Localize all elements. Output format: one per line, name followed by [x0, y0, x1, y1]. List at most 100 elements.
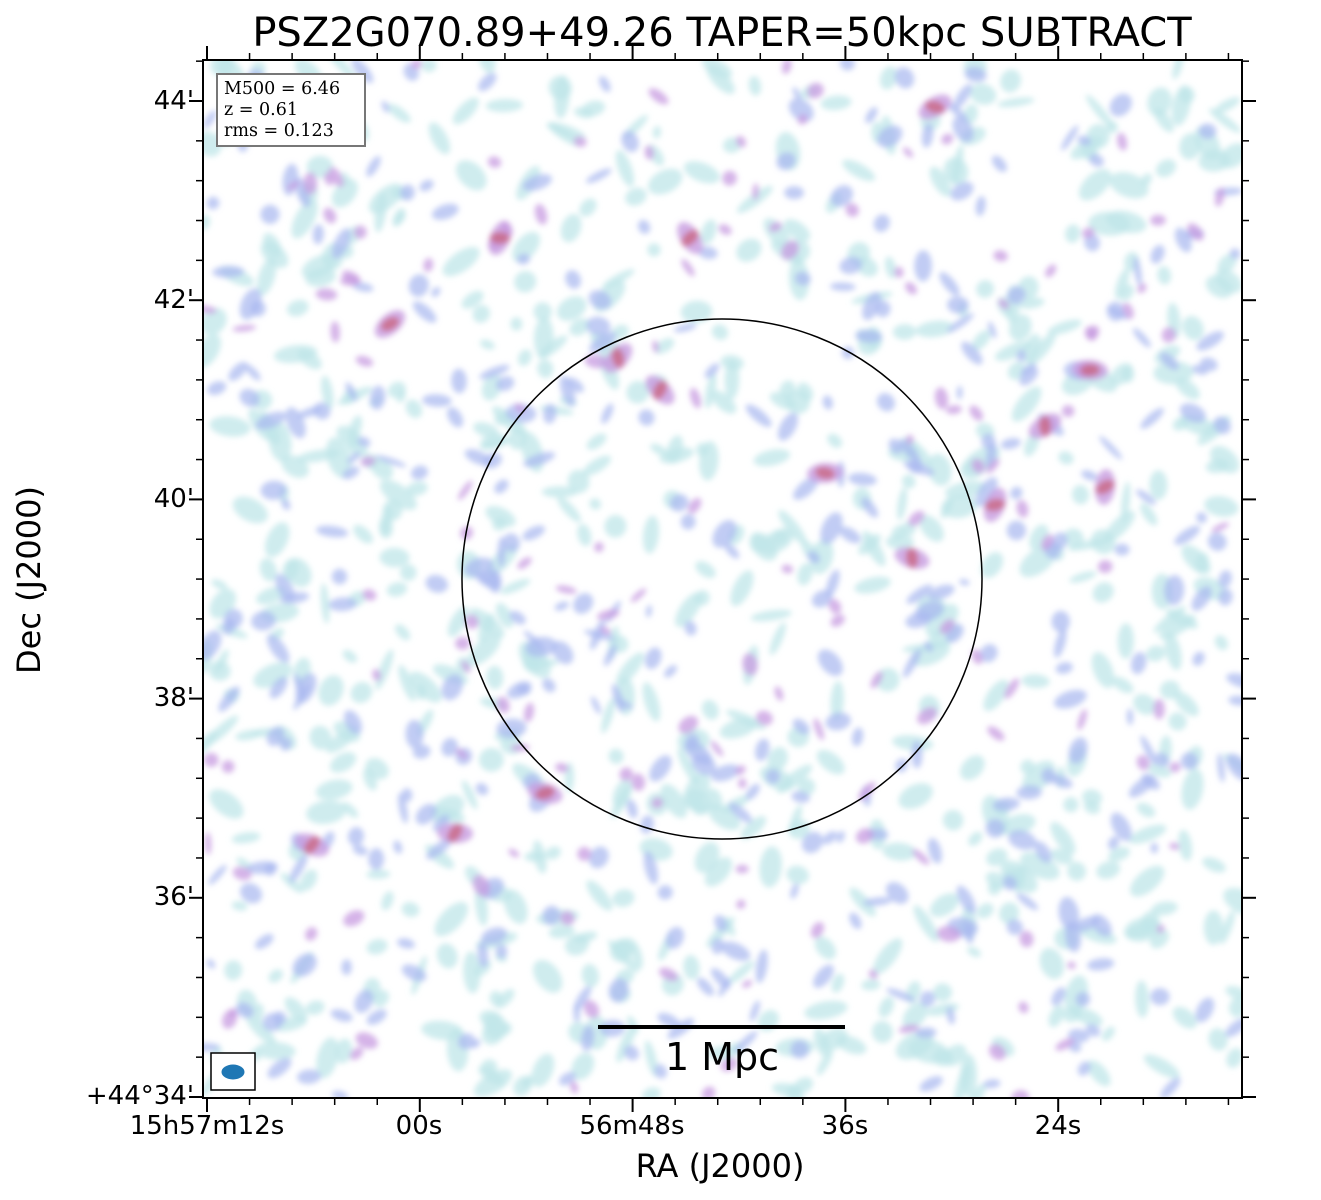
emission-blob [908, 1038, 950, 1064]
emission-blob [769, 392, 796, 410]
emission-blob [863, 897, 893, 906]
emission-blob [601, 697, 616, 734]
emission-blob [1007, 286, 1026, 305]
emission-blob [873, 214, 890, 233]
emission-blob [1097, 560, 1113, 574]
emission-blob [986, 848, 1008, 867]
emission-blob [836, 830, 845, 843]
emission-blob [1229, 248, 1241, 259]
emission-blob [325, 60, 356, 80]
emission-blob [362, 589, 377, 601]
emission-blob [431, 203, 459, 220]
emission-blob [845, 203, 859, 217]
emission-blob [659, 967, 679, 982]
emission-blob [525, 636, 557, 657]
emission-blob [862, 530, 886, 567]
emission-blob [797, 114, 808, 125]
emission-blob [458, 480, 473, 501]
emission-blob [892, 324, 917, 340]
emission-blob [958, 578, 970, 586]
emission-blob [830, 614, 845, 627]
emission-blob [479, 747, 504, 772]
emission-blob [379, 547, 410, 568]
y-tick-label: 36' [153, 882, 194, 912]
emission-blob [1228, 997, 1242, 1018]
emission-blob [514, 403, 526, 413]
emission-blob [457, 1033, 476, 1050]
emission-blob [1067, 961, 1076, 970]
emission-blob [1061, 125, 1079, 151]
emission-blob [1085, 94, 1114, 129]
info-redshift: z = 0.61 [224, 100, 298, 120]
emission-blob [472, 874, 490, 897]
emission-blob [1196, 512, 1207, 524]
emission-blob [1174, 227, 1192, 253]
emission-blob [683, 954, 700, 980]
emission-blob [831, 973, 845, 993]
emission-blob [350, 681, 373, 704]
y-tick-label: 44' [153, 86, 194, 116]
emission-blob [828, 599, 842, 614]
emission-blob [1054, 689, 1087, 709]
emission-blob [1160, 1077, 1181, 1098]
emission-blob [1041, 534, 1054, 551]
emission-blob [355, 355, 374, 367]
emission-blob [1114, 543, 1130, 556]
emission-blob [218, 686, 240, 712]
emission-blob [1112, 676, 1134, 694]
emission-blob [349, 1047, 364, 1061]
x-tick-label: 15h57m12s [129, 1111, 285, 1141]
emission-blob [342, 466, 360, 480]
emission-blob [604, 514, 627, 538]
emission-blob [479, 364, 510, 380]
emission-blob [1157, 266, 1172, 285]
emission-blob [1150, 214, 1166, 226]
emission-blob [203, 730, 218, 757]
emission-blob [956, 885, 976, 914]
emission-blob [532, 840, 547, 874]
emission-blob [441, 737, 458, 757]
emission-blob [573, 985, 592, 1011]
emission-blob [523, 702, 535, 723]
emission-blob [223, 608, 243, 629]
emission-blob [894, 266, 904, 278]
emission-blob [224, 960, 243, 981]
emission-blob [728, 802, 753, 824]
emission-blob [259, 558, 277, 582]
emission-blob [232, 496, 268, 524]
emission-blob [829, 282, 856, 291]
emission-blob [577, 846, 592, 861]
emission-blob [898, 439, 921, 463]
emission-blob [1169, 762, 1181, 773]
emission-blob [394, 211, 406, 225]
emission-blob [861, 979, 881, 991]
emission-blob [987, 726, 1005, 741]
emission-blob [366, 869, 391, 879]
emission-blob [1041, 768, 1056, 784]
emission-blob [1038, 416, 1052, 436]
emission-blob [267, 1057, 292, 1079]
emission-noise-layer [203, 60, 1242, 1098]
info-m500: M500 = 6.46 [224, 79, 341, 99]
emission-blob [1101, 1026, 1115, 1041]
emission-blob [328, 166, 344, 188]
emission-blob [868, 969, 878, 980]
emission-blob [431, 287, 441, 297]
emission-blob [1045, 264, 1057, 278]
emission-blob [477, 942, 489, 968]
emission-blob [387, 381, 406, 398]
emission-blob [1140, 503, 1158, 526]
emission-blob [654, 338, 675, 354]
emission-blob [694, 590, 710, 606]
emission-blob [680, 514, 696, 530]
emission-blob [1004, 678, 1020, 699]
emission-blob [1181, 768, 1204, 810]
emission-blob [615, 652, 645, 686]
emission-blob [975, 477, 998, 507]
emission-blob [794, 271, 811, 286]
emission-blob [728, 961, 755, 984]
x-axis-label: RA (J2000) [635, 1147, 805, 1185]
y-tick-label: 40' [153, 484, 194, 514]
emission-blob [654, 1064, 668, 1079]
emission-blob [357, 436, 371, 448]
